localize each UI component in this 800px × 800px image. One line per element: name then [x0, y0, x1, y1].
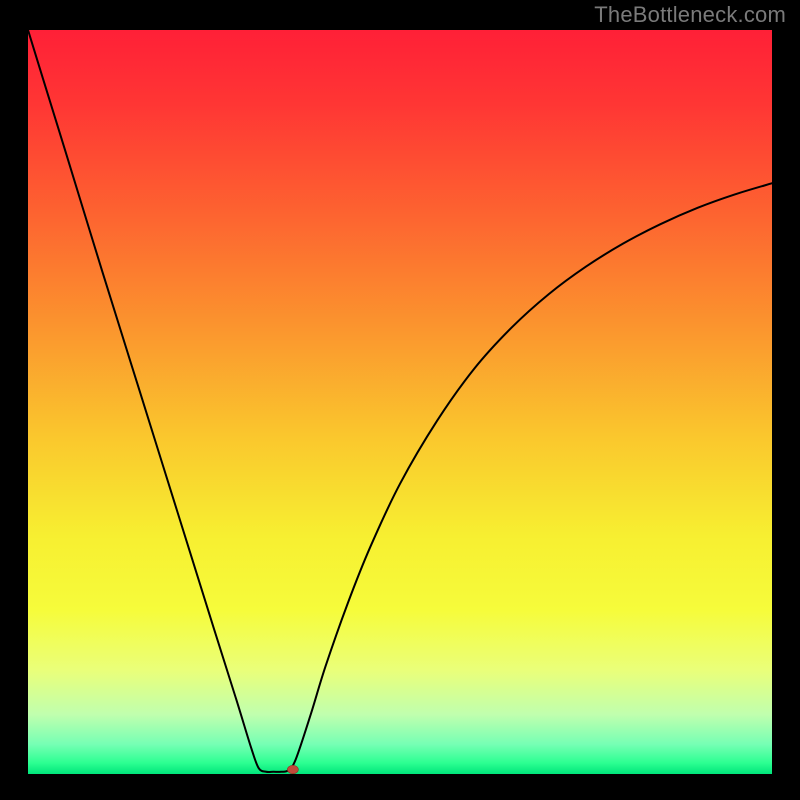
optimum-marker	[287, 765, 298, 773]
watermark-text: TheBottleneck.com	[594, 2, 786, 28]
bottleneck-chart	[28, 30, 772, 774]
gradient-background	[28, 30, 772, 774]
